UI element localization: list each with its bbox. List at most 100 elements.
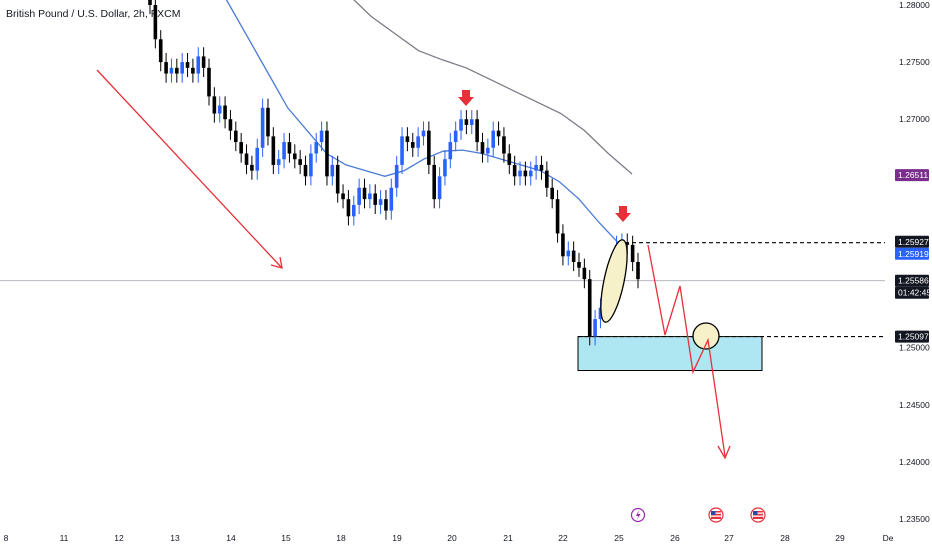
price-badge-label: 1.25919: [898, 249, 929, 259]
support-zone-box: [577, 336, 763, 372]
candle-body: [180, 62, 184, 74]
projection-arrow-head: [717, 445, 731, 460]
chart-title: British Pound / U.S. Dollar, 2h, FXCM: [6, 8, 181, 20]
candle-body: [587, 279, 592, 337]
down-marker-icon: [458, 90, 474, 106]
candle-body: [362, 187, 367, 200]
candle-body: [518, 170, 522, 177]
us-flag-event-icon[interactable]: [750, 507, 766, 523]
flag-stripe: [711, 512, 721, 514]
candle-body: [437, 176, 442, 200]
candle-body: [469, 119, 474, 125]
time-tick-label: 22: [558, 533, 568, 543]
time-axis: 8 11 12 13 14 15 18 19 20 21 22 25 26 27 28 29 De: [4, 533, 894, 543]
candle-body: [453, 130, 458, 143]
time-tick-label: 20: [447, 533, 457, 543]
candle-body: [475, 119, 479, 143]
time-tick-label: 13: [170, 533, 180, 543]
time-tick-label: 27: [724, 533, 734, 543]
price-badge: [895, 247, 929, 260]
trend-arrow-head: [270, 256, 283, 269]
candle-body: [201, 56, 206, 68]
candle-body: [550, 187, 554, 200]
candle-body: [234, 130, 238, 143]
candle-body: [464, 119, 469, 125]
time-tick-label: 28: [780, 533, 790, 543]
candle-body: [625, 242, 630, 245]
candle-body: [459, 119, 463, 131]
candle-body: [357, 187, 361, 205]
candle-body: [507, 153, 512, 165]
candle-body: [271, 136, 276, 165]
candle-body: [491, 130, 496, 148]
candle-body: [191, 67, 195, 74]
time-tick-label: 8: [4, 533, 9, 543]
candle-body: [250, 164, 254, 171]
price-badge: [895, 274, 929, 287]
candle-body: [566, 250, 571, 257]
support-zone: [577, 242, 885, 372]
candle-body: [260, 107, 265, 148]
price-badge: [895, 235, 929, 248]
candle-body: [432, 164, 437, 200]
candle-body: [427, 130, 431, 165]
candle-body: [185, 62, 190, 68]
candle-body: [384, 199, 388, 211]
flag-stripe: [753, 512, 763, 514]
candle-body: [598, 307, 603, 320]
candle-body: [169, 67, 174, 74]
candle-body: [292, 153, 297, 160]
events: [630, 507, 766, 523]
candle-body: [175, 67, 179, 74]
candle-body: [158, 39, 163, 63]
time-tick-label: 14: [226, 533, 236, 543]
candle-body: [228, 119, 233, 131]
candle-body: [330, 164, 335, 177]
time-tick-label: 18: [336, 533, 346, 543]
annotations: [96, 69, 731, 460]
price-tick-label: 1.25000: [899, 343, 930, 353]
candle-body: [255, 147, 260, 171]
candle-body: [346, 199, 351, 217]
countdown-label: 01:42:45: [898, 288, 931, 298]
candle-body: [443, 159, 447, 177]
price-tick-label: 1.28000: [899, 0, 930, 10]
candle-body: [314, 142, 319, 154]
candle-body: [212, 96, 217, 114]
candle-body: [394, 164, 399, 188]
candle-body: [287, 142, 292, 154]
price-tick-label: 1.23500: [899, 514, 930, 524]
candle-body: [486, 147, 490, 154]
candle-body: [496, 130, 501, 137]
candle-body: [405, 136, 410, 143]
candle-body: [512, 164, 517, 177]
candle-body: [502, 136, 506, 154]
candle-body: [410, 142, 415, 148]
candle-body: [378, 199, 383, 205]
time-tick-label: 25: [614, 533, 624, 543]
candle-body: [368, 193, 372, 200]
candle-body: [421, 130, 426, 137]
candle-body: [400, 136, 404, 165]
candle-body: [416, 136, 420, 148]
candle-body: [196, 56, 201, 74]
candle-body: [523, 170, 528, 177]
time-tick-label: 26: [670, 533, 680, 543]
candle-body: [389, 187, 394, 211]
time-tick-label: 15: [281, 533, 291, 543]
time-tick-label: 12: [114, 533, 124, 543]
flag-canton: [753, 511, 758, 515]
candle-body: [239, 142, 243, 154]
time-tick-label: De: [883, 533, 894, 543]
price-tick-label: 1.27500: [899, 57, 930, 67]
candle-body: [207, 67, 211, 97]
lightning-event-icon[interactable]: [630, 507, 646, 523]
candle-body: [335, 164, 340, 194]
candle-body: [325, 130, 329, 177]
candle-body: [244, 153, 249, 165]
fast-moving-average-line: [225, 0, 619, 244]
us-flag-event-icon[interactable]: [708, 507, 724, 523]
candle-body: [282, 142, 286, 160]
candle-body: [298, 159, 302, 165]
